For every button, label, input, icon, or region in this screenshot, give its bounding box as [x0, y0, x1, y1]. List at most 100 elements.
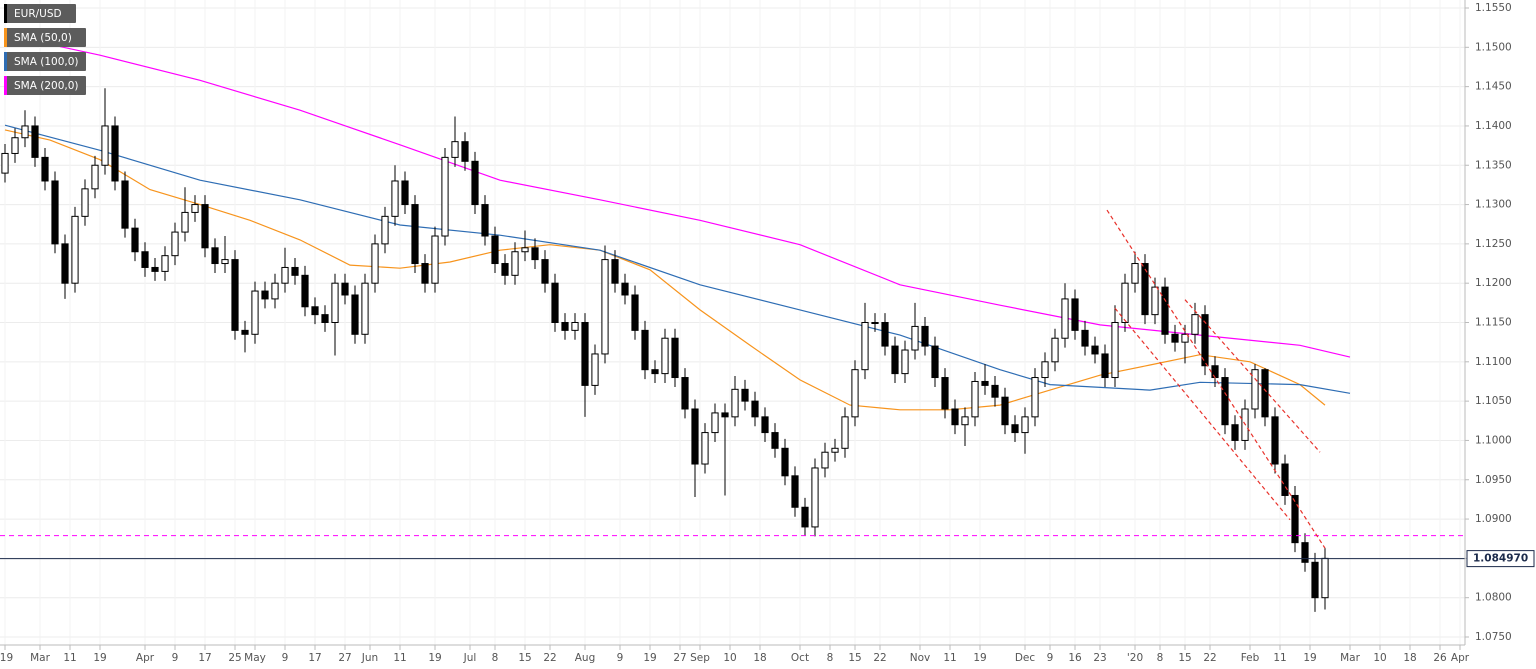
- candle-body: [1061, 298, 1069, 339]
- y-tick-label: 1.1200: [1475, 277, 1512, 289]
- candle-body: [481, 204, 489, 237]
- candle-body: [421, 263, 429, 284]
- candle-body: [41, 156, 49, 182]
- candle-body: [741, 388, 749, 402]
- x-tick-label: May: [244, 652, 266, 664]
- candle-body: [861, 322, 869, 371]
- candle-body: [781, 447, 789, 477]
- candle-body: [241, 329, 249, 335]
- candle-body: [871, 322, 879, 324]
- candle-body: [1321, 557, 1329, 599]
- sma-line: [4, 129, 1326, 411]
- candle-body: [621, 282, 629, 296]
- candle-body: [451, 141, 459, 158]
- candle-body: [1301, 542, 1309, 563]
- candle-body: [231, 259, 239, 331]
- x-tick-label: Apr: [136, 652, 155, 664]
- legend-box: [4, 76, 86, 95]
- candle-body: [51, 180, 59, 245]
- legend-swatch: [4, 52, 7, 71]
- last-price-label: 1.084970: [1473, 553, 1528, 565]
- legend-label: SMA (50,0): [14, 32, 72, 44]
- candle-body: [961, 416, 969, 426]
- candle-body: [691, 408, 699, 465]
- candle-body: [281, 266, 289, 284]
- last-price-box: [1466, 550, 1535, 568]
- x-tick-label: Jul: [463, 652, 477, 664]
- y-tick-label: 1.1000: [1475, 434, 1512, 446]
- candle-body: [31, 125, 39, 158]
- candle-body: [701, 432, 709, 465]
- sma-line: [4, 124, 1351, 394]
- x-tick-label: 9: [172, 652, 179, 664]
- candle-body: [1111, 322, 1119, 379]
- candle-body: [911, 325, 919, 351]
- candle-body: [1311, 561, 1319, 599]
- y-tick-label: 1.0800: [1475, 592, 1512, 604]
- candle-body: [161, 255, 169, 272]
- candle-body: [1181, 333, 1189, 343]
- candle-body: [1231, 424, 1239, 441]
- candle-body: [111, 125, 119, 182]
- candle-body: [821, 451, 829, 469]
- x-tick-label: 19: [93, 652, 106, 664]
- x-tick-label: 15: [518, 652, 531, 664]
- candle-body: [1121, 282, 1129, 323]
- candle-body: [61, 243, 69, 284]
- candle-body: [1201, 314, 1209, 367]
- candle-body: [831, 447, 839, 453]
- x-tick-label: 18: [1403, 652, 1416, 664]
- candle-body: [11, 137, 19, 154]
- x-tick-label: 15: [848, 652, 861, 664]
- x-tick-label: Nov: [910, 652, 931, 664]
- candle-body: [1081, 329, 1089, 347]
- candle-body: [641, 329, 649, 371]
- x-tick-label: 11: [393, 652, 406, 664]
- candle-body: [611, 259, 619, 284]
- trend-line: [1114, 307, 1291, 521]
- candle-body: [1161, 286, 1169, 335]
- candle-body: [321, 314, 329, 324]
- x-tick-label: Sep: [690, 652, 710, 664]
- candle-body: [721, 412, 729, 418]
- candle-body: [341, 282, 349, 296]
- candle-body: [541, 259, 549, 284]
- y-tick-label: 1.0900: [1475, 513, 1512, 525]
- x-tick-label: 25: [228, 652, 241, 664]
- y-tick-label: 1.1500: [1475, 41, 1512, 53]
- candle-body: [1271, 416, 1279, 465]
- x-tick-label: 8: [1157, 652, 1164, 664]
- candle-body: [1051, 337, 1059, 363]
- y-tick-label: 1.0750: [1475, 631, 1512, 643]
- y-tick-label: 1.1350: [1475, 159, 1512, 171]
- x-tick-label: Jun: [361, 652, 378, 664]
- candle-body: [471, 160, 479, 206]
- candle-body: [851, 369, 859, 418]
- candle-body: [381, 215, 389, 245]
- x-tick-label: 22: [1203, 652, 1216, 664]
- candle-body: [591, 353, 599, 386]
- candle-body: [571, 322, 579, 331]
- x-tick-label: Feb: [1241, 652, 1260, 664]
- y-tick-label: 1.1150: [1475, 317, 1512, 329]
- candle-body: [261, 290, 269, 300]
- x-tick-label: 8: [827, 652, 834, 664]
- candle-body: [551, 282, 559, 323]
- x-tick-label: 11: [943, 652, 956, 664]
- y-tick-label: 1.1400: [1475, 120, 1512, 132]
- x-tick-label: 19: [643, 652, 656, 664]
- x-tick-label: 11: [63, 652, 76, 664]
- y-tick-label: 1.1100: [1475, 356, 1512, 368]
- x-tick-label: '19: [0, 652, 13, 664]
- candle-body: [1101, 353, 1109, 379]
- x-tick-label: 8: [492, 652, 499, 664]
- candle-body: [361, 282, 369, 335]
- candle-body: [651, 369, 659, 375]
- x-tick-label: 9: [617, 652, 624, 664]
- legend-box: [4, 28, 86, 47]
- candle-body: [671, 337, 679, 379]
- candle-body: [1091, 345, 1099, 355]
- candle-body: [971, 380, 979, 418]
- x-tick-label: 19: [973, 652, 986, 664]
